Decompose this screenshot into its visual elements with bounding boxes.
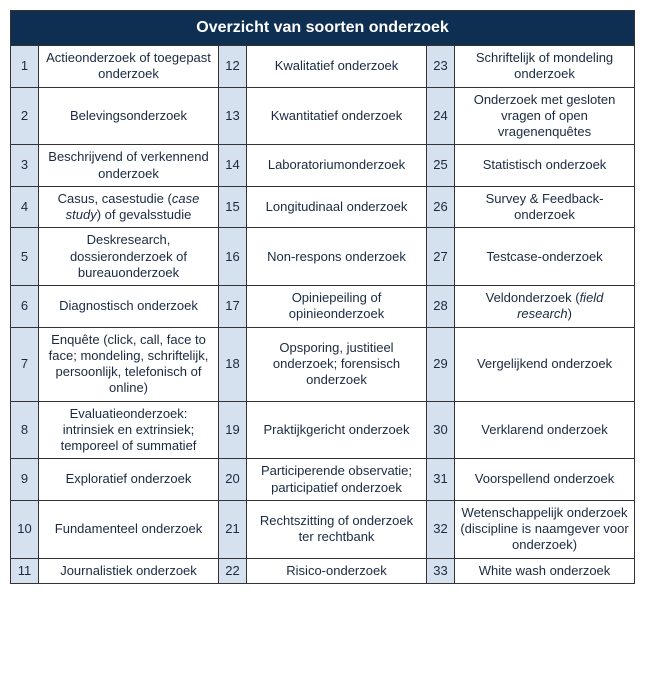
row-number: 13 bbox=[219, 87, 247, 145]
research-types-table: Overzicht van soorten onderzoek 1Actieon… bbox=[10, 10, 635, 584]
row-number: 12 bbox=[219, 46, 247, 88]
row-number: 5 bbox=[11, 228, 39, 286]
row-number: 3 bbox=[11, 145, 39, 187]
row-text: Survey & Feedback-onderzoek bbox=[455, 186, 635, 228]
row-text: Diagnostisch onderzoek bbox=[39, 286, 219, 328]
row-number: 19 bbox=[219, 401, 247, 459]
row-number: 18 bbox=[219, 327, 247, 401]
table-row: 10Fundamenteel onderzoek21Rechtszitting … bbox=[11, 500, 635, 558]
table-row: 8Evaluatieonderzoek: intrinsiek en extri… bbox=[11, 401, 635, 459]
row-number: 22 bbox=[219, 558, 247, 583]
row-number: 11 bbox=[11, 558, 39, 583]
row-text: Kwantitatief onderzoek bbox=[247, 87, 427, 145]
row-number: 1 bbox=[11, 46, 39, 88]
row-text: Non-respons onderzoek bbox=[247, 228, 427, 286]
row-text: Actieonderzoek of toegepast onderzoek bbox=[39, 46, 219, 88]
row-text: Opiniepeiling of opinieonderzoek bbox=[247, 286, 427, 328]
row-text: Rechtszitting of onderzoek ter rechtbank bbox=[247, 500, 427, 558]
table-row: 2Belevingsonderzoek13Kwantitatief onderz… bbox=[11, 87, 635, 145]
row-text: Testcase-onderzoek bbox=[455, 228, 635, 286]
row-text: Schriftelijk of mondeling onderzoek bbox=[455, 46, 635, 88]
row-text: Kwalitatief onderzoek bbox=[247, 46, 427, 88]
row-text: Wetenschappelijk onderzoek (discipline i… bbox=[455, 500, 635, 558]
table-row: 9Exploratief onderzoek20Participerende o… bbox=[11, 459, 635, 501]
row-text: Onderzoek met gesloten vragen of open vr… bbox=[455, 87, 635, 145]
row-text: Casus, casestudie (case study) of gevals… bbox=[39, 186, 219, 228]
row-text: Exploratief onderzoek bbox=[39, 459, 219, 501]
row-number: 32 bbox=[427, 500, 455, 558]
row-text: Voorspellend onderzoek bbox=[455, 459, 635, 501]
row-text: Fundamenteel onderzoek bbox=[39, 500, 219, 558]
row-number: 8 bbox=[11, 401, 39, 459]
table-row: 4Casus, casestudie (case study) of geval… bbox=[11, 186, 635, 228]
row-text: Journalistiek onderzoek bbox=[39, 558, 219, 583]
row-text: Praktijkgericht onderzoek bbox=[247, 401, 427, 459]
row-number: 24 bbox=[427, 87, 455, 145]
row-text: Beschrijvend of verkennend onderzoek bbox=[39, 145, 219, 187]
row-text: Belevingsonderzoek bbox=[39, 87, 219, 145]
row-text: Risico-onderzoek bbox=[247, 558, 427, 583]
row-number: 31 bbox=[427, 459, 455, 501]
row-number: 15 bbox=[219, 186, 247, 228]
row-number: 4 bbox=[11, 186, 39, 228]
row-text: Opsporing, justitieel onderzoek; forensi… bbox=[247, 327, 427, 401]
row-number: 28 bbox=[427, 286, 455, 328]
table-row: 11Journalistiek onderzoek22Risico-onderz… bbox=[11, 558, 635, 583]
row-number: 2 bbox=[11, 87, 39, 145]
table-row: 1Actieonderzoek of toegepast onderzoek12… bbox=[11, 46, 635, 88]
row-number: 23 bbox=[427, 46, 455, 88]
row-number: 21 bbox=[219, 500, 247, 558]
row-number: 10 bbox=[11, 500, 39, 558]
row-number: 17 bbox=[219, 286, 247, 328]
row-number: 33 bbox=[427, 558, 455, 583]
row-text: Deskresearch, dossieronderzoek of bureau… bbox=[39, 228, 219, 286]
row-number: 29 bbox=[427, 327, 455, 401]
row-text: Enquête (click, call, face to face; mond… bbox=[39, 327, 219, 401]
row-text: Verklarend onderzoek bbox=[455, 401, 635, 459]
row-number: 9 bbox=[11, 459, 39, 501]
row-number: 7 bbox=[11, 327, 39, 401]
table-title: Overzicht van soorten onderzoek bbox=[11, 11, 635, 46]
table-body: 1Actieonderzoek of toegepast onderzoek12… bbox=[11, 46, 635, 584]
row-text: Evaluatieonderzoek: intrinsiek en extrin… bbox=[39, 401, 219, 459]
row-number: 25 bbox=[427, 145, 455, 187]
table-row: 6Diagnostisch onderzoek17Opiniepeiling o… bbox=[11, 286, 635, 328]
row-number: 26 bbox=[427, 186, 455, 228]
row-number: 30 bbox=[427, 401, 455, 459]
row-number: 6 bbox=[11, 286, 39, 328]
row-number: 20 bbox=[219, 459, 247, 501]
row-number: 14 bbox=[219, 145, 247, 187]
row-number: 27 bbox=[427, 228, 455, 286]
row-text: Longitudinaal onderzoek bbox=[247, 186, 427, 228]
row-number: 16 bbox=[219, 228, 247, 286]
row-text: Participerende observatie; participatief… bbox=[247, 459, 427, 501]
row-text: Veldonderzoek (field research) bbox=[455, 286, 635, 328]
row-text: Laboratoriumonderzoek bbox=[247, 145, 427, 187]
row-text: Vergelijkend onderzoek bbox=[455, 327, 635, 401]
table-row: 7Enquête (click, call, face to face; mon… bbox=[11, 327, 635, 401]
table-row: 3Beschrijvend of verkennend onderzoek14L… bbox=[11, 145, 635, 187]
table-row: 5Deskresearch, dossieronderzoek of burea… bbox=[11, 228, 635, 286]
research-types-table-container: Overzicht van soorten onderzoek 1Actieon… bbox=[10, 10, 635, 584]
row-text: Statistisch onderzoek bbox=[455, 145, 635, 187]
row-text: White wash onderzoek bbox=[455, 558, 635, 583]
